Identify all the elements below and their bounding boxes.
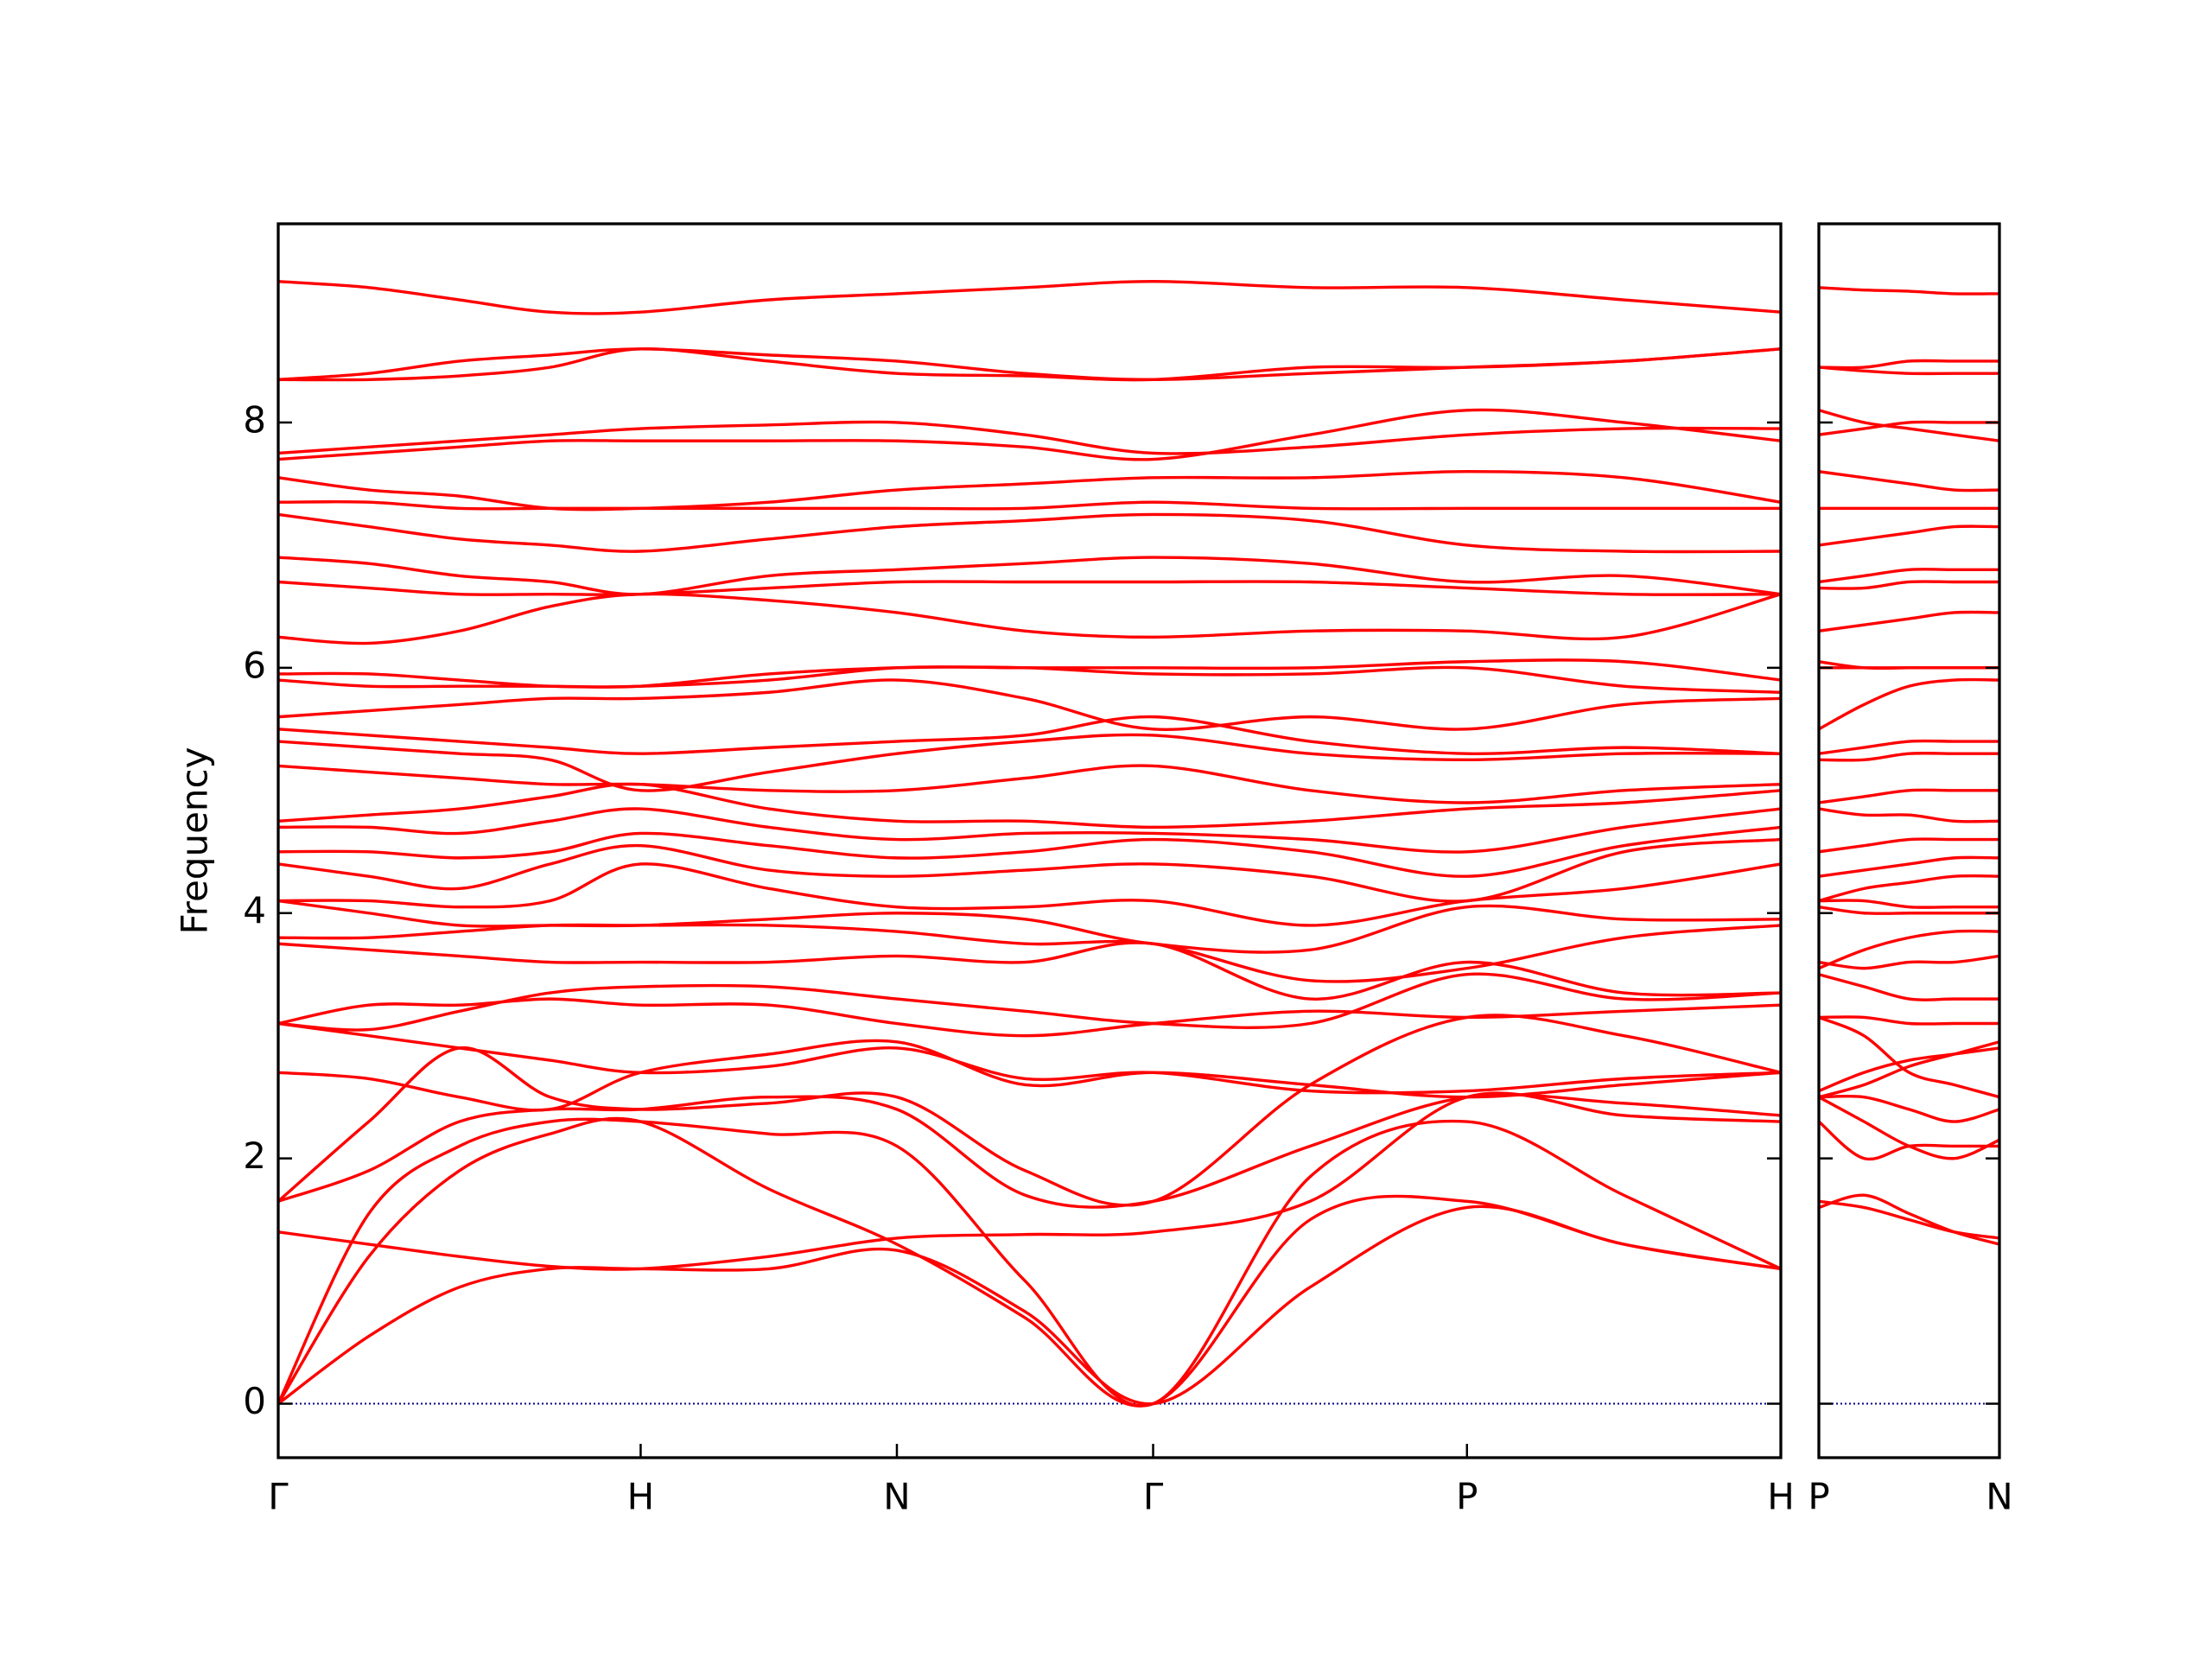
y-tick-label: 0 xyxy=(243,1380,266,1422)
y-tick-label: 2 xyxy=(243,1135,266,1177)
band-line xyxy=(1819,899,1999,909)
band-line xyxy=(278,715,1781,756)
band-line xyxy=(278,764,1781,804)
band-line xyxy=(1819,1046,1999,1093)
band-line xyxy=(278,899,1781,954)
y-tick-label: 6 xyxy=(243,644,266,686)
band-line xyxy=(1819,837,1999,854)
band-line xyxy=(1819,524,1999,547)
band-line xyxy=(278,1093,1781,1209)
x-tick-label: P xyxy=(1808,1476,1829,1518)
band-line xyxy=(278,470,1781,512)
band-line xyxy=(1819,568,1999,584)
band-line xyxy=(1819,1015,1999,1099)
band-line xyxy=(1819,874,1999,903)
band-line xyxy=(278,941,1781,1001)
band-line xyxy=(1819,580,1999,590)
band-line xyxy=(1819,1193,1999,1246)
plot-frame xyxy=(1817,222,2001,1459)
band-line xyxy=(1819,1094,1999,1123)
band-line xyxy=(1819,1040,1999,1099)
band-line xyxy=(278,500,1781,511)
y-tick-label: 4 xyxy=(243,889,266,931)
band-line xyxy=(278,837,1781,903)
band-line xyxy=(278,1039,1781,1112)
plot-frame xyxy=(276,222,1783,1459)
band-line xyxy=(278,782,1781,830)
band-line xyxy=(1819,660,1999,671)
plot-area xyxy=(278,280,1781,1408)
x-tick-label: Γ xyxy=(1143,1476,1164,1518)
band-line xyxy=(278,1116,1781,1408)
x-tick-label: P xyxy=(1456,1476,1478,1518)
band-line xyxy=(1819,807,1999,823)
band-line xyxy=(1819,929,1999,970)
y-axis-label: Frequency xyxy=(174,747,216,935)
band-line xyxy=(1819,470,1999,493)
band-line xyxy=(1819,420,1999,436)
band-line xyxy=(278,658,1781,689)
band-line xyxy=(1819,954,1999,970)
band-line xyxy=(1819,677,1999,731)
x-tick-label: Γ xyxy=(268,1476,289,1518)
x-tick-label: H xyxy=(627,1476,655,1518)
band-line xyxy=(278,556,1781,596)
band-line xyxy=(1819,1096,1999,1160)
band-line xyxy=(278,1205,1781,1406)
band-line xyxy=(278,997,1781,1038)
band-line xyxy=(278,347,1781,382)
y-tick-label: 8 xyxy=(243,398,266,441)
band-line xyxy=(278,972,1781,1032)
band-line xyxy=(1819,855,1999,878)
band-line xyxy=(278,512,1781,554)
band-line xyxy=(278,1014,1781,1207)
band-line xyxy=(1819,739,1999,755)
band-line xyxy=(278,592,1781,645)
plot-area xyxy=(1819,286,1999,1405)
band-line xyxy=(1819,286,1999,296)
band-line xyxy=(278,923,1781,983)
band-line xyxy=(278,420,1781,455)
band-line xyxy=(278,1117,1781,1408)
band-line xyxy=(1819,751,1999,762)
band-line xyxy=(278,1091,1781,1271)
band-line xyxy=(278,580,1781,596)
x-tick-label: H xyxy=(1767,1476,1795,1518)
band-line xyxy=(1819,973,1999,1001)
band-line xyxy=(278,665,1781,694)
band-line xyxy=(278,807,1781,854)
x-tick-label: N xyxy=(883,1476,910,1518)
band-line xyxy=(278,825,1781,878)
band-line xyxy=(1819,1199,1999,1240)
x-tick-label: N xyxy=(1986,1476,2012,1518)
band-line xyxy=(278,1021,1781,1095)
band-line xyxy=(1819,1015,1999,1026)
band-line xyxy=(278,678,1781,731)
band-line xyxy=(278,733,1781,792)
band-line xyxy=(1819,359,1999,370)
band-line xyxy=(278,408,1781,461)
band-line xyxy=(278,280,1781,315)
band-line xyxy=(1819,409,1999,442)
band-line xyxy=(1819,365,1999,376)
band-line xyxy=(1819,788,1999,804)
band-line xyxy=(1819,905,1999,915)
band-line xyxy=(1819,610,1999,632)
